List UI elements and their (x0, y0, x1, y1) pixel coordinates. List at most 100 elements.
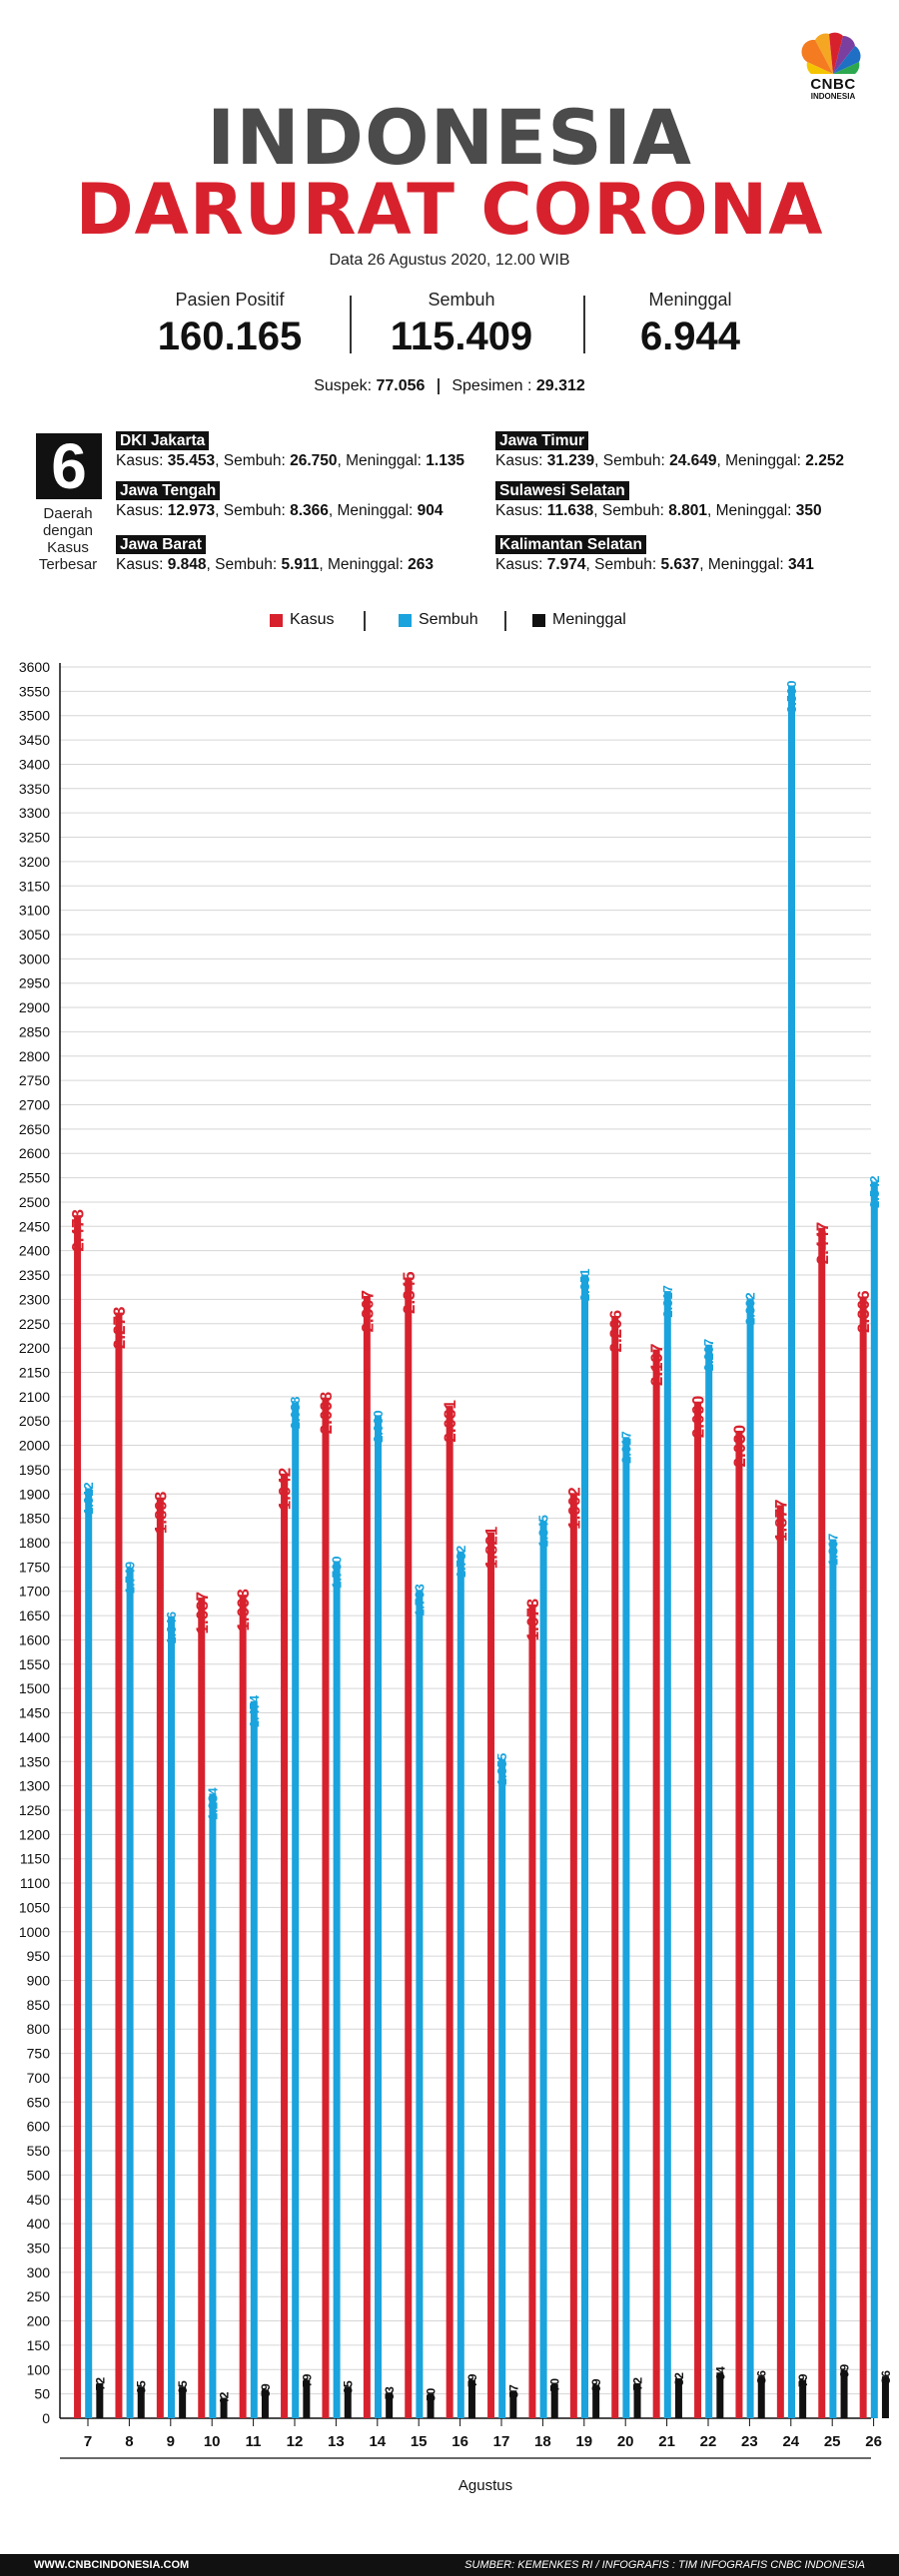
y-tick-label: 750 (27, 2046, 51, 2062)
data-label-meninggal: 53 (383, 2386, 397, 2400)
meninggal-value: 341 (788, 556, 814, 573)
data-label-sembuh: 1.284 (205, 1787, 220, 1820)
y-tick-label: 1750 (19, 1559, 50, 1575)
label-line: Kasus (47, 539, 89, 556)
bar-kasus (652, 1349, 660, 2418)
y-tick-label: 3550 (19, 683, 50, 699)
kasus-label: Kasus: (116, 502, 168, 519)
meninggal-label: , Meninggal: (328, 502, 418, 519)
data-label-kasus: 2.306 (854, 1290, 873, 1333)
y-tick-label: 3400 (19, 756, 50, 772)
data-label-sembuh: 1.782 (453, 1546, 468, 1579)
bar-meninggal (716, 2372, 724, 2418)
logo-subtext: INDONESIA (810, 92, 856, 101)
data-label-sembuh: 1.845 (536, 1515, 551, 1548)
y-tick-label: 3250 (19, 830, 50, 846)
data-label-kasus: 1.687 (193, 1592, 212, 1634)
y-tick-label: 550 (27, 2143, 51, 2159)
data-label-kasus: 2.345 (400, 1271, 419, 1314)
data-label-sembuh: 1.646 (164, 1611, 179, 1644)
y-tick-label: 2500 (19, 1194, 50, 1210)
sembuh-value: 24.649 (669, 452, 717, 469)
y-tick-label: 3600 (19, 659, 50, 675)
bar-meninggal (633, 2382, 641, 2418)
y-tick-label: 700 (27, 2070, 51, 2086)
bar-kasus (818, 1227, 826, 2418)
x-tick-label: 7 (84, 2433, 92, 2450)
bar-sembuh (126, 1567, 134, 2418)
bar-meninggal (137, 2386, 145, 2418)
y-tick-label: 2650 (19, 1121, 50, 1137)
y-tick-label: 1300 (19, 1778, 50, 1794)
meninggal-label: , Meninggal: (319, 556, 409, 573)
kasus-label: Kasus: (495, 556, 547, 573)
data-label-sembuh: 2.088 (288, 1397, 303, 1430)
kasus-label: Kasus: (116, 452, 168, 469)
data-label-sembuh: 3.560 (784, 680, 799, 713)
data-label-meninggal: 65 (135, 2380, 149, 2394)
kasus-value: 35.453 (167, 452, 216, 469)
data-label-sembuh: 1.474 (247, 1694, 262, 1727)
bar-kasus (115, 1312, 123, 2418)
x-tick-label: 23 (741, 2433, 758, 2450)
suspek-label: Suspek: (314, 377, 377, 394)
meninggal-label: , Meninggal: (699, 556, 789, 573)
region-dki-jakarta: DKI Jakarta Kasus: 35.453, Sembuh: 26.75… (116, 431, 464, 470)
bar-meninggal (303, 2379, 311, 2418)
region-kalimantan-selatan: Kalimantan Selatan Kasus: 7.974, Sembuh:… (495, 535, 814, 574)
chart-legend: Kasus Sembuh Meninggal (0, 611, 899, 633)
bar-meninggal (220, 2397, 228, 2418)
data-label-kasus: 2.030 (730, 1425, 749, 1468)
sembuh-label: , Sembuh: (593, 502, 669, 519)
stat-label: Meninggal (648, 290, 732, 310)
bar-sembuh (539, 1521, 547, 2418)
y-tick-label: 3350 (19, 781, 50, 797)
bar-meninggal (881, 2376, 889, 2418)
meninggal-value: 263 (408, 556, 435, 573)
y-tick-label: 850 (27, 1997, 51, 2013)
y-tick-label: 2750 (19, 1072, 50, 1088)
y-tick-label: 250 (27, 2288, 51, 2304)
x-tick-label: 21 (658, 2433, 675, 2450)
sembuh-label: , Sembuh: (206, 556, 282, 573)
suspek-spesimen: Suspek: 77.056 Spesimen : 29.312 (0, 377, 899, 395)
data-label-sembuh: 2.017 (618, 1431, 633, 1464)
spesimen-label: Spesimen : (451, 377, 536, 394)
label-line: dengan (42, 522, 94, 539)
kasus-value: 9.848 (167, 556, 207, 573)
data-label-kasus: 1.693 (234, 1589, 253, 1631)
sembuh-label: , Sembuh: (215, 452, 291, 469)
y-tick-label: 2050 (19, 1413, 50, 1429)
y-tick-label: 2600 (19, 1145, 50, 1161)
y-tick-label: 2150 (19, 1364, 50, 1380)
bar-kasus (322, 1397, 330, 2418)
x-tick-label: 19 (575, 2433, 592, 2450)
meninggal-value: 2.252 (805, 452, 845, 469)
title-line-2: DARURAT CORONA (75, 169, 824, 251)
bar-sembuh (168, 1617, 175, 2418)
bar-meninggal (96, 2382, 104, 2418)
region-jawa-tengah: Jawa Tengah Kasus: 12.973, Sembuh: 8.366… (116, 481, 444, 520)
y-tick-label: 1650 (19, 1608, 50, 1623)
y-tick-label: 50 (34, 2386, 50, 2402)
meninggal-value: 1.135 (426, 452, 465, 469)
y-tick-label: 1450 (19, 1705, 50, 1721)
y-tick-label: 2850 (19, 1023, 50, 1039)
y-tick-label: 1250 (19, 1802, 50, 1818)
bar-meninggal (509, 2390, 517, 2418)
bar-kasus (487, 1532, 495, 2418)
footer-website: WWW.CNBCINDONESIA.COM (34, 2559, 190, 2571)
region-name: DKI Jakarta (116, 431, 210, 450)
kasus-label: Kasus: (116, 556, 168, 573)
y-tick-label: 1950 (19, 1462, 50, 1478)
y-tick-label: 1350 (19, 1753, 50, 1769)
sembuh-value: 5.911 (281, 556, 320, 573)
data-label-kasus: 1.877 (771, 1499, 790, 1542)
data-label-meninggal: 57 (506, 2384, 520, 2398)
bar-meninggal (427, 2393, 435, 2418)
bar-kasus (405, 1277, 413, 2418)
data-label-meninggal: 79 (465, 2373, 479, 2387)
data-label-meninggal: 99 (838, 2363, 852, 2377)
bar-kasus (281, 1473, 289, 2418)
label-line: Terbesar (38, 556, 98, 573)
